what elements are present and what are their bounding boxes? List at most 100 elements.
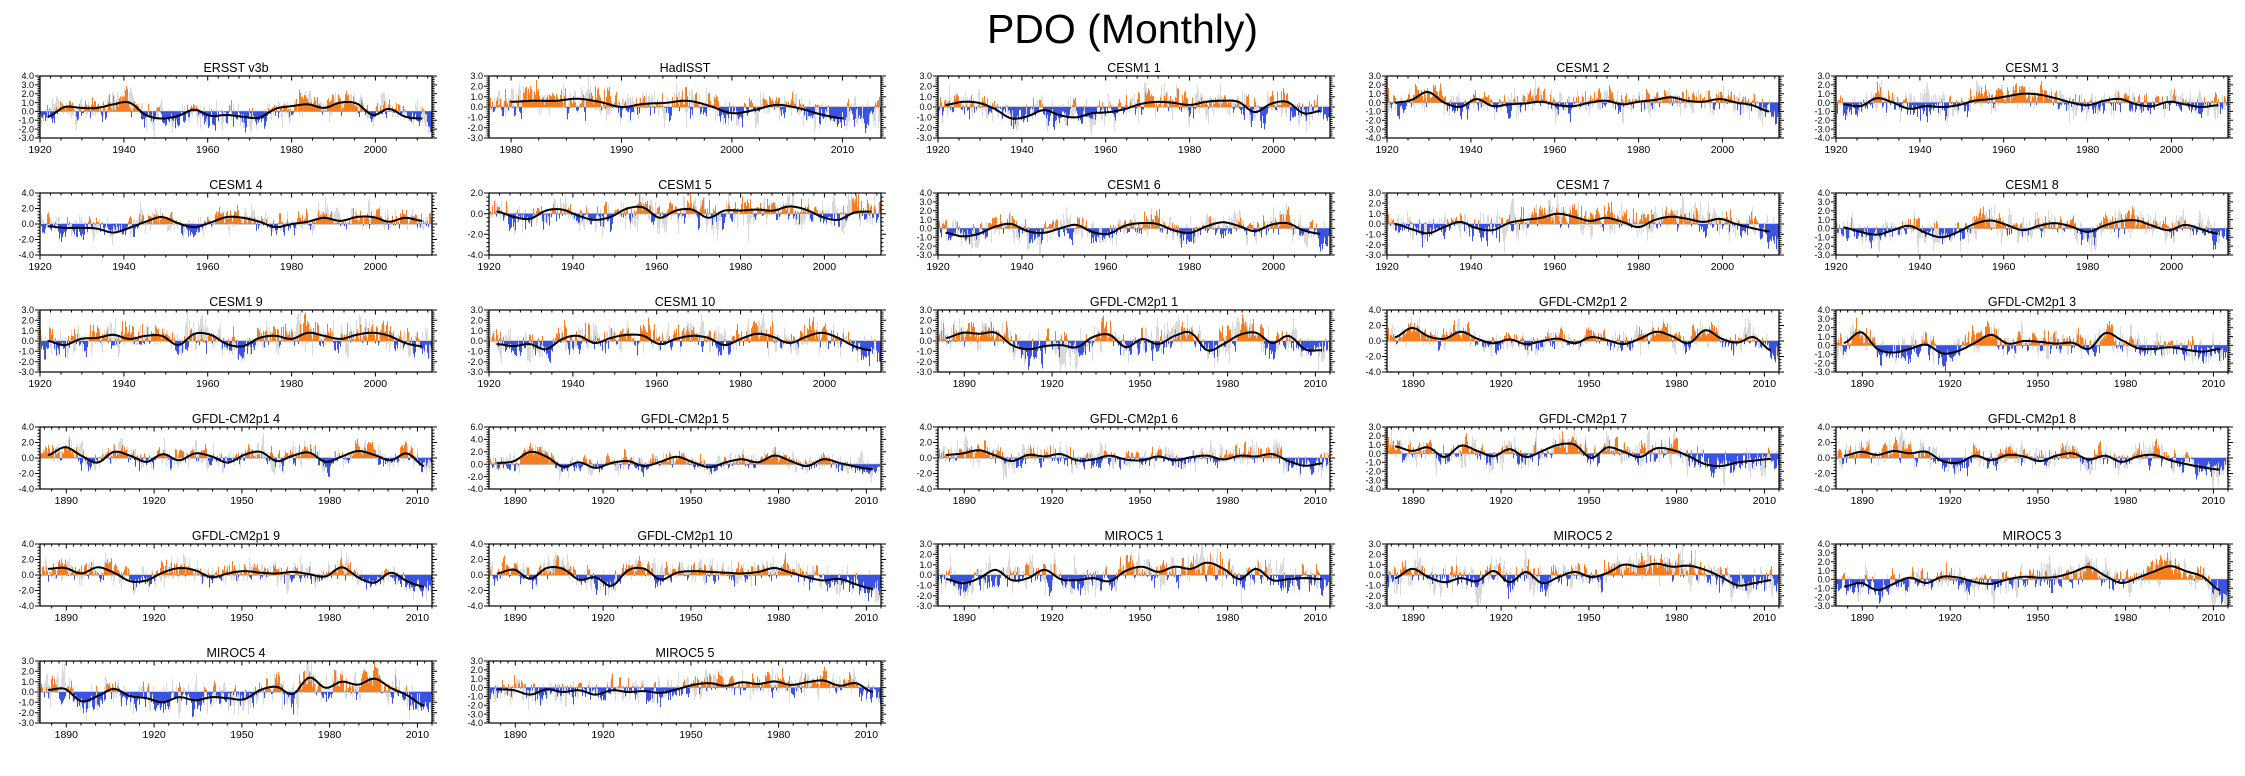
y-tick-label: 0.0	[1817, 453, 1830, 463]
x-tick-label: 1890	[55, 495, 79, 507]
y-tick-label: 0.0	[1368, 336, 1381, 346]
bars-negative	[490, 687, 881, 708]
x-tick-label: 1950	[679, 612, 703, 624]
pdo-panel-ersst-v3b: ERSST v3b 4.0 3.0 2.0 1.0 0.0 -1.0 -2.0 -3.0 1920…	[0, 58, 449, 175]
y-tick-label: -1.0	[18, 115, 34, 125]
x-tick-label: 1890	[953, 495, 977, 507]
smooth-line	[47, 101, 423, 120]
plot-frame	[1835, 75, 2229, 139]
panel-title: GFDL-CM2p1 8	[1988, 412, 2076, 426]
x-tick-label: 1980	[1216, 495, 1240, 507]
axis-ticks	[1382, 426, 1784, 494]
y-tick-label: -4.0	[1365, 133, 1381, 143]
y-tick-label: -4.0	[467, 250, 483, 260]
x-tick-label: 1950	[1128, 378, 1152, 390]
smooth-line	[1843, 331, 2221, 355]
y-tick-label: -1.0	[1814, 232, 1830, 242]
y-tick-label: 4.0	[1817, 422, 1830, 432]
y-tick-label: 1.0	[1817, 332, 1830, 342]
y-tick-label: 0.0	[1368, 219, 1381, 229]
y-tick-label: 2.0	[21, 204, 34, 214]
y-tick-label: -2.0	[916, 469, 932, 479]
y-tick-label: 2.0	[1817, 323, 1830, 333]
y-tick-label: -2.0	[1365, 115, 1381, 125]
smooth-line	[1394, 90, 1770, 113]
panel-chart: ERSST v3b 4.03.02.01.00.0-1.0-2.0-3.01920…	[18, 61, 437, 156]
axis-ticks	[484, 192, 886, 260]
ghost-bars	[938, 203, 1330, 255]
x-tick-label: 1890	[55, 612, 79, 624]
y-tick-label: 3.0	[21, 656, 34, 666]
x-tick-label: 1920	[28, 378, 52, 390]
plot-frame	[937, 192, 1331, 256]
bars-negative	[40, 575, 432, 597]
y-tick-label: -2.0	[1365, 466, 1381, 476]
y-tick-label: 4.0	[470, 539, 483, 549]
x-tick-label: 1960	[645, 378, 669, 390]
x-tick-label: 1980	[2114, 612, 2138, 624]
y-tick-label: 3.0	[470, 71, 483, 81]
x-tick-label: 1950	[2026, 378, 2050, 390]
axis-ticks	[1382, 543, 1784, 611]
y-tick-label: -2.0	[18, 357, 34, 367]
x-tick-label: 1980	[280, 378, 304, 390]
y-tick-label: 3.0	[1817, 197, 1830, 207]
x-tick-label: 1980	[499, 144, 523, 156]
y-tick-label: 2.0	[1817, 438, 1830, 448]
smooth-line	[945, 331, 1323, 352]
y-tick-label: 0.0	[21, 570, 34, 580]
y-tick-label: 3.0	[1368, 422, 1381, 432]
y-tick-label: 3.0	[1817, 548, 1830, 558]
y-tick-label: 0.0	[919, 453, 932, 463]
x-tick-label: 2010	[2202, 378, 2226, 390]
x-tick-label: 1950	[1577, 612, 1601, 624]
x-tick-label: 2010	[406, 729, 430, 741]
x-tick-label: 1980	[1627, 144, 1651, 156]
x-tick-label: 1890	[504, 729, 528, 741]
panel-title: CESM1 2	[1556, 61, 1610, 75]
bars-positive	[940, 88, 1318, 107]
y-tick-label: 0.0	[470, 570, 483, 580]
panel-title: GFDL-CM2p1 7	[1539, 412, 1627, 426]
axis-ticks	[35, 192, 437, 260]
panel-title: CESM1 10	[655, 295, 715, 309]
y-tick-label: 2.0	[470, 555, 483, 565]
axis-ticks	[484, 660, 886, 728]
y-tick-label: -2.0	[1365, 240, 1381, 250]
x-tick-label: 1920	[1375, 261, 1399, 273]
y-tick-label: 2.0	[919, 81, 932, 91]
y-tick-label: 3.0	[919, 197, 932, 207]
y-tick-label: -3.0	[1365, 601, 1381, 611]
y-tick-label: -4.0	[1814, 484, 1830, 494]
x-tick-label: 2000	[364, 378, 388, 390]
x-tick-label: 1950	[230, 612, 254, 624]
x-tick-label: 2000	[2160, 144, 2184, 156]
panel-chart: GFDL-CM2p1 5 6.0 4.0 2.0 0.0 -2.0 -4.0 1890 1920…	[467, 412, 886, 507]
y-tick-label: 0.0	[919, 224, 932, 234]
x-tick-label: 1950	[2026, 612, 2050, 624]
x-tick-label: 1940	[561, 378, 585, 390]
y-tick-label: -3.0	[1365, 250, 1381, 260]
y-tick-label: -1.0	[1365, 107, 1381, 117]
y-tick-label: 2.0	[21, 89, 34, 99]
panel-title: CESM1 8	[2005, 178, 2059, 192]
y-tick-label: 1.0	[1368, 209, 1381, 219]
x-tick-label: 1920	[1938, 495, 1962, 507]
smooth-line	[496, 566, 874, 590]
y-tick-label: -3.0	[1814, 601, 1830, 611]
y-tick-label: -1.0	[1814, 107, 1830, 117]
y-tick-label: -1.0	[916, 112, 932, 122]
panel-chart: GFDL-CM2p1 8 4.0 2.0 0.0 -2.0 -4.0 1890 1920 195…	[1814, 412, 2233, 507]
y-tick-label: 2.0	[21, 666, 34, 676]
y-tick-label: 3.0	[1368, 539, 1381, 549]
panel-title: MIROC5 1	[1104, 529, 1163, 543]
pdo-panel-cesm1-8: CESM1 8 4.0 3.0 2.0 1.0 0.0 -1.0 -2.0 -3.0 1920 19…	[1796, 175, 2245, 292]
x-tick-label: 1940	[1010, 261, 1034, 273]
y-tick-label: 1.0	[470, 674, 483, 684]
x-tick-label: 2010	[1753, 378, 1777, 390]
y-tick-label: 0.0	[21, 219, 34, 229]
y-tick-label: -1.0	[18, 697, 34, 707]
y-tick-label: -1.0	[1365, 458, 1381, 468]
